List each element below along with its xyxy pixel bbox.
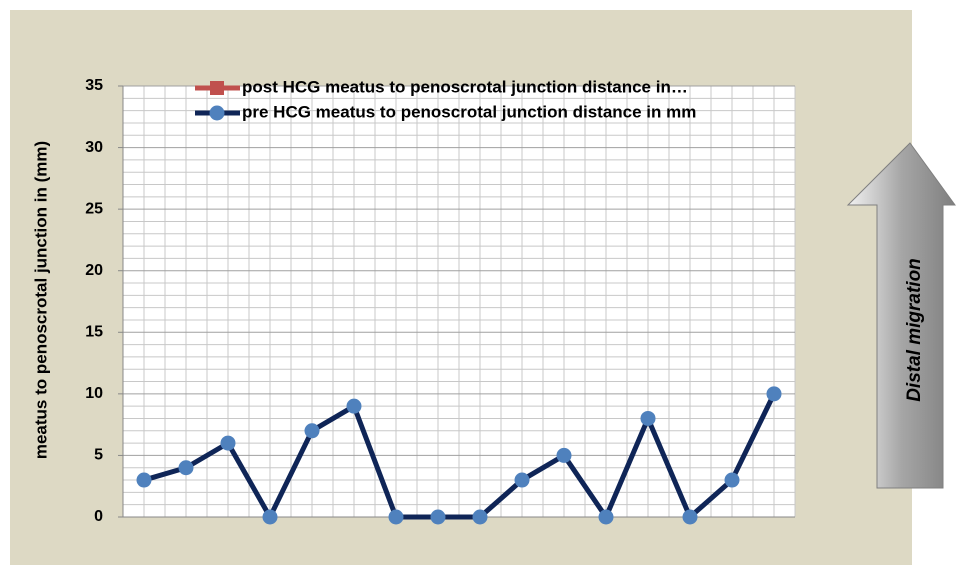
marker <box>514 472 530 488</box>
marker <box>178 460 194 476</box>
marker <box>136 472 152 488</box>
marker <box>766 386 782 402</box>
y-tick-label: 0 <box>94 508 103 525</box>
y-tick-label: 20 <box>85 262 103 279</box>
marker <box>346 398 362 414</box>
marker <box>598 509 614 525</box>
marker <box>304 423 320 439</box>
arrow <box>846 142 956 489</box>
marker <box>430 509 446 525</box>
y-tick-label: 25 <box>85 200 103 217</box>
legend-marker <box>209 105 225 121</box>
y-tick-label: 30 <box>85 139 103 156</box>
y-tick-label: 5 <box>94 447 103 464</box>
marker <box>262 509 278 525</box>
legend-marker <box>210 81 224 95</box>
marker <box>724 472 740 488</box>
marker <box>388 509 404 525</box>
marker <box>220 435 236 451</box>
marker <box>556 447 572 463</box>
legend-label: pre HCG meatus to penoscrotal junction d… <box>242 102 696 121</box>
marker <box>682 509 698 525</box>
legend-label: post HCG meatus to penoscrotal junction … <box>242 77 688 96</box>
marker <box>640 410 656 426</box>
marker <box>472 509 488 525</box>
y-tick-label: 15 <box>85 324 103 341</box>
series-line <box>143 392 777 520</box>
y-axis-label: meatus to penoscrotal junction in (mm) <box>31 141 50 459</box>
y-tick-label: 10 <box>85 385 103 402</box>
annotation: Distal migration <box>904 258 925 402</box>
y-tick-label: 35 <box>85 77 103 94</box>
